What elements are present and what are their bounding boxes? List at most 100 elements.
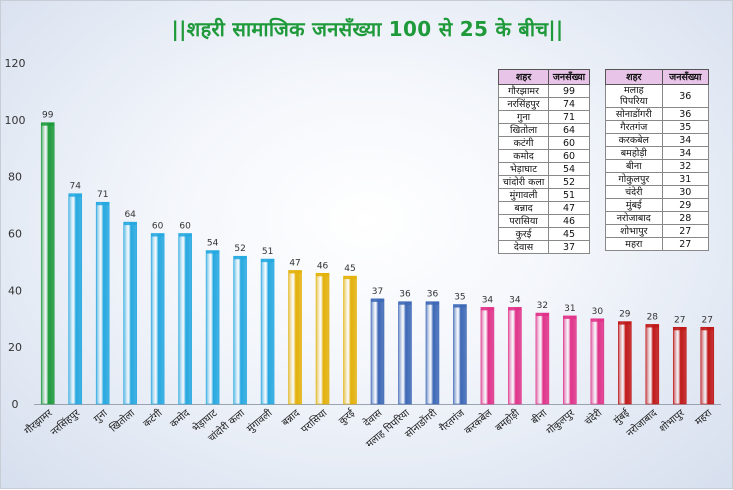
legend-population: 64: [548, 123, 590, 137]
bar-value-label: 45: [344, 264, 355, 274]
x-tick-label: गोकुलपुर: [544, 407, 577, 438]
bar-cap: [398, 301, 412, 305]
legend-city: गुना: [497, 110, 550, 124]
legend-row: मुंबई 29: [605, 198, 710, 212]
y-tick-label: 20: [8, 341, 22, 354]
bar: [68, 193, 83, 405]
legend-city: कुरई: [497, 227, 550, 241]
legend-city: बीना: [605, 159, 663, 173]
bar-value-label: 37: [372, 287, 383, 297]
bar-cap: [590, 318, 604, 322]
bar-value-label: 71: [97, 190, 108, 200]
bar-cap: [700, 327, 714, 331]
bar-value-label: 36: [427, 290, 439, 300]
bar: [508, 307, 522, 405]
legend-row: बन्नाद 47: [497, 201, 590, 215]
chart-title: ||शहरी सामाजिक जनसँख्या 100 से 25 के बीच…: [171, 17, 564, 41]
legend-population: 37: [548, 240, 590, 254]
bar: [40, 122, 55, 405]
x-tick-label: कटंगी: [141, 407, 165, 430]
bar: [590, 318, 605, 405]
legend-city: भेड़ाघाट: [497, 162, 550, 176]
bar-value-label: 46: [317, 261, 329, 271]
bar-value-label: 28: [647, 312, 659, 322]
legend-population: 36: [661, 107, 710, 121]
bar-value-label: 31: [564, 304, 575, 314]
legend-population: 52: [548, 175, 590, 189]
bar-value-label: 27: [702, 315, 713, 325]
legend-row: देवास 37: [497, 240, 590, 254]
legend-city: देवास: [497, 240, 550, 254]
bar-value-label: 60: [179, 222, 191, 232]
legend-population: 35: [661, 120, 710, 134]
bar-cap: [261, 259, 275, 263]
legend-row: परासिया 46: [497, 214, 590, 228]
bar: [645, 324, 660, 405]
x-tick-label: चंदेरी: [583, 407, 605, 428]
y-tick-label: 100: [5, 114, 26, 127]
bar-cap: [41, 122, 55, 126]
legend-city: बन्नाद: [497, 201, 550, 215]
legend-city: सोनाडोंगरी: [605, 107, 663, 121]
bar: [425, 301, 440, 405]
legend-row: मुंगावली 51: [497, 188, 590, 202]
y-tick-label: 60: [8, 228, 22, 241]
legend-table-right: शहर जनसँख्या मलाह पिपरिया 36 सोनाडोंगरी 36 ग…: [605, 69, 710, 251]
legend-row: नरोजाबाद 28: [605, 211, 710, 225]
legend-header-population: जनसँख्या: [661, 69, 710, 85]
bar-value-label: 47: [289, 258, 300, 268]
bar-cap: [480, 307, 494, 311]
bar-value-label: 54: [207, 239, 219, 249]
x-tick-label: शोभापुर: [657, 407, 687, 435]
legend-row: बमहोड़ी 34: [605, 146, 710, 160]
legend-city: महरा: [605, 237, 663, 251]
legend-population: 47: [548, 201, 590, 215]
legend-row: महरा 27: [605, 237, 710, 251]
legend-city: परासिया: [497, 214, 550, 228]
legend-row: खितोला 64: [497, 123, 590, 137]
x-tick-label: मुंबई: [611, 406, 632, 427]
bar-value-label: 52: [234, 244, 245, 254]
bar: [563, 315, 577, 405]
bar-cap: [618, 321, 632, 325]
bar: [260, 258, 275, 405]
bar-value-label: 32: [537, 301, 548, 311]
legend-population: 31: [661, 172, 710, 186]
legend-row: बीना 32: [605, 159, 710, 173]
bar-value-label: 30: [592, 307, 604, 317]
bar-cap: [343, 276, 357, 280]
x-tick-label: मुंगावली: [244, 407, 274, 435]
bar-cap: [96, 202, 110, 206]
legend-table-left: शहर जनसँख्या गौरझामर 99 नरसिंहपुर 74 गुना 71 ख…: [497, 69, 590, 254]
bar-value-label: 64: [124, 210, 136, 220]
legend-row: चांदोरी कला 52: [497, 175, 590, 189]
bar: [343, 275, 357, 405]
legend-population: 34: [661, 146, 710, 160]
bar-cap: [288, 270, 302, 274]
legend-population: 27: [661, 224, 710, 238]
x-tick-label: गुना: [92, 408, 110, 426]
legend-row: कमोद 60: [497, 149, 590, 163]
legend-population: 36: [661, 84, 710, 108]
bar: [205, 250, 220, 405]
bar: [123, 221, 137, 405]
bar-cap: [563, 315, 577, 319]
bar-value-label: 34: [509, 295, 521, 305]
bar-value-label: 99: [42, 111, 54, 121]
x-tick-label: खितोला: [108, 407, 138, 435]
bar-value-label: 27: [674, 315, 685, 325]
bar: [95, 201, 110, 405]
legend-city: मुंबई: [605, 198, 663, 212]
y-tick-label: 40: [8, 284, 22, 297]
bar-cap: [178, 233, 192, 237]
legend-city: नरसिंहपुर: [497, 97, 550, 111]
bar-value-label: 60: [152, 222, 164, 232]
legend-population: 51: [548, 188, 590, 202]
bar-cap: [508, 307, 522, 311]
legend-row: सोनाडोंगरी 36: [605, 107, 710, 121]
legend-city: मलाह पिपरिया: [605, 84, 663, 108]
y-tick-label: 120: [5, 57, 26, 70]
x-tick-label: बीना: [529, 407, 550, 427]
